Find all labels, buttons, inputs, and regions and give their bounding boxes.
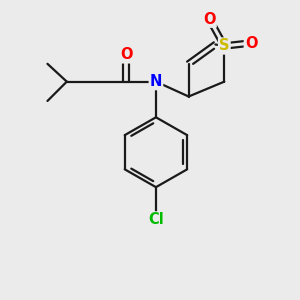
Text: O: O: [245, 35, 257, 50]
Text: O: O: [203, 12, 216, 27]
Text: Cl: Cl: [148, 212, 164, 227]
Text: S: S: [219, 38, 230, 53]
Text: N: N: [150, 74, 162, 89]
Text: O: O: [120, 47, 133, 62]
